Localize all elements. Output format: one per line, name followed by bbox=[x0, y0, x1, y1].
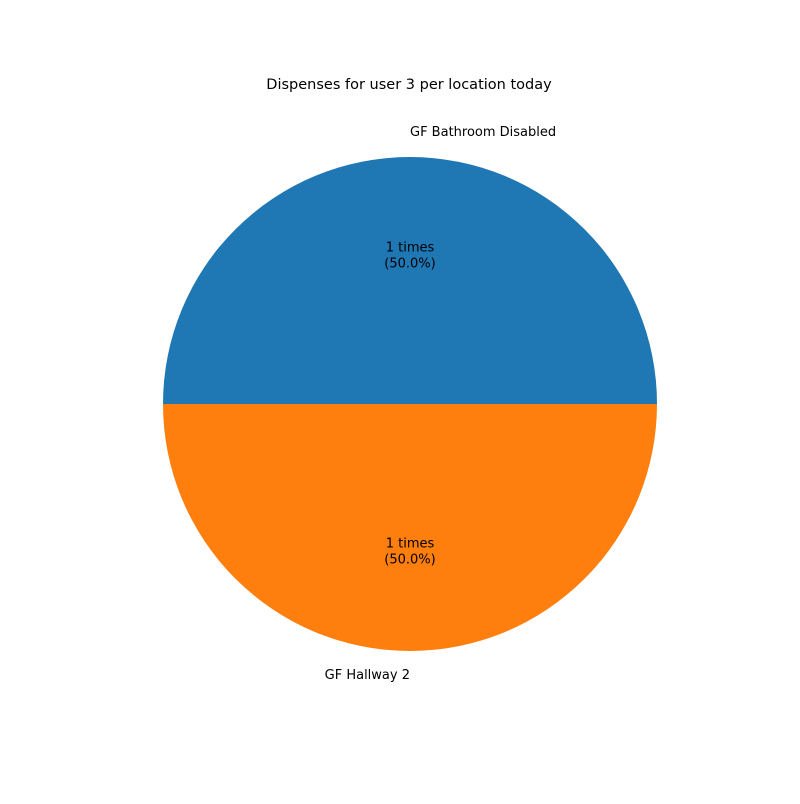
slice-label-2: GF Hallway 2 bbox=[325, 668, 410, 683]
slice-percent-label-1: (50.0%) bbox=[384, 256, 435, 271]
pie-slices bbox=[163, 157, 657, 651]
pie-slice-1 bbox=[163, 157, 657, 404]
chart-title: Dispenses for user 3 per location today bbox=[266, 77, 552, 93]
slice-value-label-1: 1 times bbox=[386, 240, 435, 255]
pie-slice-2 bbox=[163, 404, 657, 651]
slice-percent-label-2: (50.0%) bbox=[384, 553, 435, 568]
slice-value-label-2: 1 times bbox=[386, 537, 435, 552]
slice-label-1: GF Bathroom Disabled bbox=[410, 125, 556, 140]
